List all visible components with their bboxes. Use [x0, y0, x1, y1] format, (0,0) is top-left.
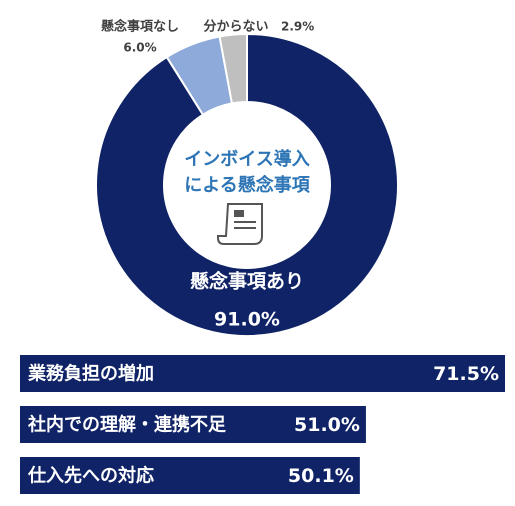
donut-title: インボイス導入	[184, 148, 309, 170]
slice-value-label: 91.0%	[214, 309, 280, 331]
bar-label: 仕入先への対応	[27, 465, 154, 487]
bar-label: 業務負担の増加	[27, 363, 154, 385]
donut-group	[95, 32, 399, 337]
bar-value-label: 71.5%	[433, 363, 499, 385]
bar-label: 社内での理解・連携不足	[28, 414, 226, 436]
donut-segment	[95, 32, 399, 337]
document-icon	[217, 203, 263, 245]
donut-hole	[165, 103, 329, 267]
bar	[20, 406, 366, 443]
bar	[20, 355, 505, 392]
donut-segment	[218, 32, 248, 105]
bar-value-label: 50.1%	[288, 465, 354, 487]
bar-value-label: 51.0%	[294, 414, 360, 436]
slice-label: 懸念事項なし	[101, 19, 179, 35]
slice-value-label: 6.0%	[123, 41, 156, 55]
bar	[20, 457, 360, 494]
slice-value-label: 2.9%	[281, 20, 314, 34]
slice-label: 懸念事項あり	[190, 270, 304, 293]
slice-label: 分からない	[203, 19, 268, 35]
donut-title: による懸念事項	[184, 174, 310, 196]
